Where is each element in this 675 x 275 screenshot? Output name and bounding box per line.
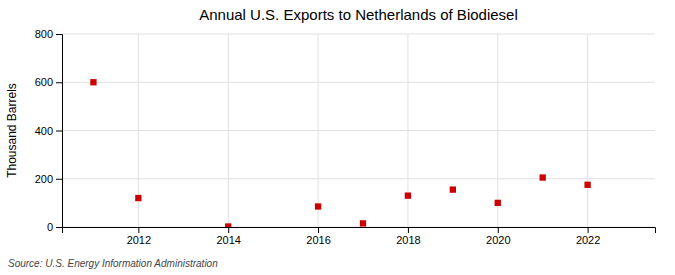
y-tick-mark — [56, 179, 62, 180]
x-tick-label: 2014 — [216, 234, 240, 246]
point — [315, 203, 321, 209]
x-axis: 2012 2014 2016 2018 2020 2022 — [63, 227, 656, 246]
y-axis: 0 200 400 600 800 — [35, 28, 63, 233]
point — [495, 200, 501, 206]
x-tick: 2022 — [576, 227, 600, 246]
point — [540, 174, 546, 180]
y-grid-line — [62, 34, 655, 35]
x-grid-line — [587, 34, 588, 227]
y-tick: 0 — [47, 221, 62, 233]
source-note: Source: U.S. Energy Information Administ… — [8, 258, 218, 269]
x-grid-line — [228, 34, 229, 227]
x-tick: 2020 — [486, 227, 510, 246]
x-tick-label: 2018 — [396, 234, 420, 246]
point — [450, 186, 456, 192]
y-tick: 800 — [35, 28, 62, 40]
y-tick-label: 600 — [35, 76, 53, 88]
chart-container: 2012 2014 2016 2018 2020 2022 0 200 400 600 800 Ann… — [0, 0, 675, 275]
y-tick-mark — [56, 131, 62, 132]
x-tick: 2016 — [306, 227, 330, 246]
point — [360, 220, 366, 226]
x-grid-line — [318, 34, 319, 227]
y-tick-mark — [56, 227, 62, 228]
x-tick-mark — [318, 227, 319, 233]
x-tick-label: 2012 — [127, 234, 151, 246]
x-tick-mark — [588, 227, 589, 233]
point — [225, 223, 231, 227]
y-tick-label: 800 — [35, 28, 53, 40]
x-tick-mark — [228, 227, 229, 233]
x-tick-label: 2020 — [486, 234, 510, 246]
y-tick-mark — [56, 82, 62, 83]
x-tick-mark — [138, 227, 139, 233]
x-tick-mark — [408, 227, 409, 233]
point — [405, 192, 411, 198]
x-grid-line — [497, 34, 498, 227]
x-tick: 2012 — [127, 227, 151, 246]
y-tick: 200 — [35, 173, 62, 185]
y-tick: 600 — [35, 76, 62, 88]
x-tick: 2014 — [216, 227, 240, 246]
points — [90, 79, 590, 227]
x-tick-mark — [498, 227, 499, 233]
y-grid-line — [62, 178, 655, 179]
y-grid-line — [62, 130, 655, 131]
x-tick-label: 2016 — [306, 234, 330, 246]
point — [135, 195, 141, 201]
point — [584, 182, 590, 188]
y-tick-label: 0 — [47, 221, 53, 233]
point — [90, 79, 96, 85]
x-axis-line — [63, 228, 656, 234]
plot: 2012 2014 2016 2018 2020 2022 0 200 400 600 800 — [35, 28, 656, 246]
x-tick-label: 2022 — [576, 234, 600, 246]
y-axis-title: Thousand Barrels — [5, 83, 19, 178]
y-grid-line — [62, 82, 655, 83]
grid — [62, 34, 655, 227]
y-axis-line — [56, 35, 63, 228]
title: Annual U.S. Exports to Netherlands of Bi… — [199, 6, 518, 23]
y-tick: 400 — [35, 125, 62, 137]
chart-svg: 2012 2014 2016 2018 2020 2022 0 200 400 600 800 Ann… — [0, 0, 675, 275]
y-tick-label: 200 — [35, 173, 53, 185]
y-tick-mark — [56, 34, 62, 35]
x-tick: 2018 — [396, 227, 420, 246]
y-tick-label: 400 — [35, 125, 53, 137]
